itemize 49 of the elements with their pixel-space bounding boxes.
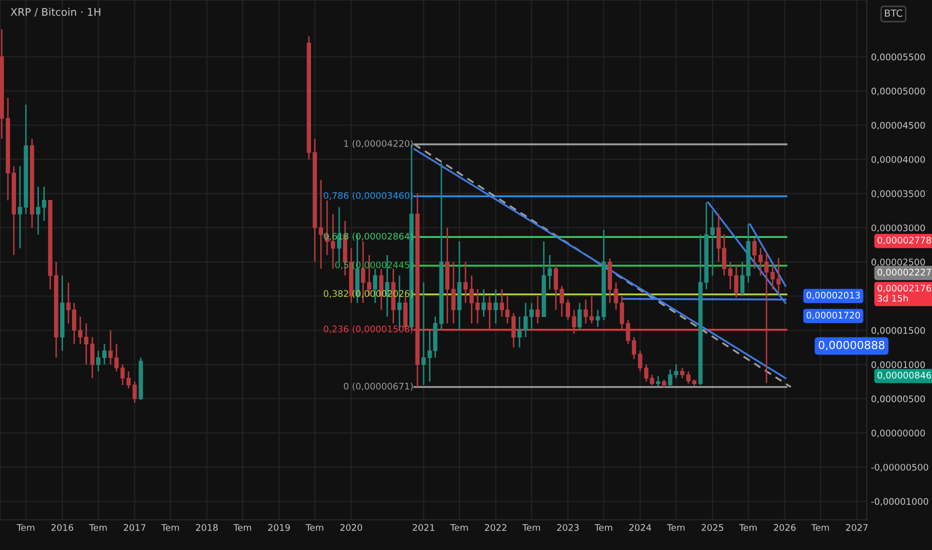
annotation: 0,00001720 [806,312,860,320]
text: XRP / Bitcoin · 1H [10,8,100,17]
x-tick-label: Tem [811,524,829,531]
y-tick-label: -0,00000500 [871,464,928,472]
y-tick-label: 0,00005500 [872,53,925,62]
y-tick-label: 0,00003500 [872,190,925,198]
y-tick-label: 0,00004500 [872,122,925,130]
x-tick-label: Tem [594,524,612,531]
x-tick-label: 2023 [557,524,579,531]
x-tick-label: 2025 [702,524,724,531]
series-label: 0,236 (0,00001508) [324,325,413,334]
y-tick-label: 0,00002500 [872,258,925,266]
y-tick-label: 0,00000000 [872,430,925,438]
annotation: 0,00002013 [806,292,860,300]
x-tick-label: 2021 [412,524,434,531]
y-tick-label: 0,00001000 [872,361,925,369]
series-label: 0,786 (0,00003460) [324,192,413,200]
x-tick-label: 2022 [484,524,506,531]
x-tick-label: 2017 [124,524,146,531]
x-tick-label: Tem [739,524,757,531]
x-tick-label: Tem [666,524,685,531]
series-label: 0 (0,00000671) [344,382,413,391]
x-tick-label: Tem [161,524,179,531]
x-tick-label: Tem [16,524,34,531]
x-tick-label: 2027 [846,524,868,531]
y-tick-label: 0,00005000 [872,88,925,96]
y-tick-label: 0,00000500 [872,395,925,404]
x-tick-label: Tem [233,524,252,531]
x-tick-label: 2019 [268,524,290,531]
x-tick-label: 2016 [51,524,74,531]
y-tick-label: 0,00001500 [872,327,925,335]
series-label: 1 (0,00004220) [344,140,413,148]
text: BTC [884,9,902,17]
x-tick-label: Tem [522,524,540,531]
x-tick-label: 2018 [196,524,218,531]
text: 0,00002227 [878,268,931,277]
y-tick-label: 0,00004000 [872,156,925,164]
x-tick-label: Tem [306,524,324,531]
y-tick-label: -0,00001000 [871,498,928,506]
x-tick-label: 2024 [629,524,652,531]
x-tick-label: Tem [450,524,468,531]
x-tick-label: 2020 [340,524,362,531]
y-tick-label: 0,00003000 [872,224,925,232]
x-tick-label: 2026 [774,524,796,531]
x-tick-label: Tem [89,524,107,531]
text: 0,00002778 [878,236,931,245]
annotation: 0,00000888 [818,340,884,350]
text: 0,00000846 [878,372,931,380]
text: 0,00002176 3d 15h [878,284,931,302]
